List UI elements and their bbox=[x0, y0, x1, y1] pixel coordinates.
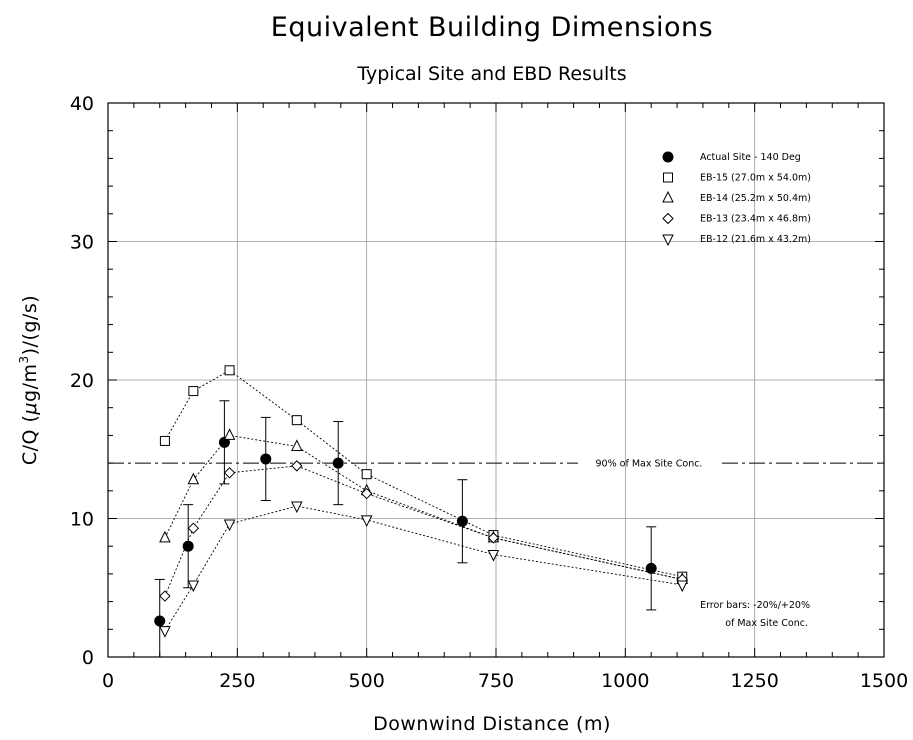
y-axis-label-suffix: )/(g/s) bbox=[19, 295, 41, 356]
data-point bbox=[360, 515, 373, 528]
legend-marker bbox=[663, 172, 673, 183]
data-point bbox=[260, 453, 272, 465]
data-point bbox=[291, 501, 303, 514]
y-axis-label-mid: g/m bbox=[19, 363, 41, 401]
legend-label: EB-13 (23.4m x 46.8m) bbox=[700, 214, 811, 225]
data-point bbox=[154, 615, 166, 627]
series-group bbox=[154, 365, 689, 658]
data-point bbox=[676, 580, 689, 593]
data-point bbox=[223, 467, 236, 479]
tick-labels: 0 250 500 750 1000 1250 1500 0 10 20 30 40 bbox=[70, 93, 908, 692]
data-point bbox=[223, 519, 236, 532]
y-tick-label: 40 bbox=[70, 93, 94, 115]
data-point bbox=[223, 428, 236, 440]
data-point bbox=[159, 626, 171, 638]
x-axis-label: Downwind Distance (m) bbox=[373, 713, 611, 735]
series-4 bbox=[159, 460, 688, 602]
data-point bbox=[360, 487, 373, 500]
reference-line-label: 90% of Max Site Conc. bbox=[596, 459, 703, 470]
data-point bbox=[159, 435, 170, 446]
series-line bbox=[164, 505, 683, 631]
legend-label: EB-15 (27.0m x 54.0m) bbox=[700, 173, 811, 184]
y-axis-label: C/Q (μg/m3)/(g/s) bbox=[17, 295, 41, 465]
data-point bbox=[487, 550, 500, 562]
legend-label: Actual Site - 140 Deg bbox=[700, 152, 801, 163]
axis-ticks bbox=[107, 102, 885, 658]
data-point bbox=[188, 386, 199, 397]
x-tick-label: 250 bbox=[219, 670, 255, 692]
data-point bbox=[291, 460, 303, 472]
data-point bbox=[182, 540, 194, 552]
legend-label: EB-12 (21.6m x 43.2m) bbox=[700, 234, 811, 245]
chart-title: Equivalent Building Dimensions bbox=[271, 12, 713, 43]
data-point bbox=[159, 590, 171, 602]
y-axis-label-prefix: C/Q ( bbox=[19, 415, 41, 466]
y-tick-label: 30 bbox=[70, 232, 94, 254]
legend-marker bbox=[662, 190, 674, 203]
legend-marker bbox=[662, 212, 674, 225]
y-tick-label: 0 bbox=[82, 647, 94, 669]
series-line bbox=[164, 465, 683, 597]
data-point bbox=[291, 415, 302, 426]
grid bbox=[108, 103, 884, 657]
series-2 bbox=[159, 365, 688, 582]
data-point bbox=[291, 439, 303, 451]
x-tick-label: 750 bbox=[478, 670, 514, 692]
data-point bbox=[332, 457, 344, 469]
error-bars-note-line2: of Max Site Conc. bbox=[725, 618, 808, 629]
legend-label: EB-14 (25.2m x 50.4m) bbox=[700, 193, 811, 204]
data-point bbox=[645, 562, 657, 574]
legend: Actual Site - 140 Deg EB-15 (27.0m x 54.0… bbox=[662, 151, 811, 247]
data-point bbox=[187, 580, 200, 593]
x-tick-label: 1500 bbox=[860, 670, 908, 692]
reference-line-group: 90% of Max Site Conc. bbox=[108, 459, 884, 470]
x-tick-label: 1000 bbox=[601, 670, 649, 692]
legend-marker bbox=[662, 151, 674, 163]
data-point bbox=[224, 365, 235, 376]
x-tick-label: 500 bbox=[349, 670, 385, 692]
y-axis-label-mu: μ bbox=[19, 402, 41, 416]
data-point bbox=[487, 532, 500, 544]
data-point bbox=[187, 472, 200, 485]
x-tick-label: 1250 bbox=[730, 670, 778, 692]
legend-marker bbox=[662, 234, 674, 247]
series-line bbox=[164, 369, 683, 578]
series-line bbox=[164, 434, 683, 580]
series-5 bbox=[159, 501, 689, 638]
data-point bbox=[456, 515, 468, 527]
y-axis-label-sup: 3 bbox=[17, 355, 31, 363]
chart-subtitle: Typical Site and EBD Results bbox=[356, 63, 626, 85]
data-point bbox=[159, 530, 171, 543]
y-tick-label: 20 bbox=[70, 370, 94, 392]
data-point bbox=[361, 469, 372, 480]
y-tick-label: 10 bbox=[70, 509, 94, 531]
x-tick-label: 0 bbox=[102, 670, 114, 692]
data-point bbox=[187, 522, 200, 534]
error-bars-note-line1: Error bars: -20%/+20% bbox=[700, 600, 810, 611]
